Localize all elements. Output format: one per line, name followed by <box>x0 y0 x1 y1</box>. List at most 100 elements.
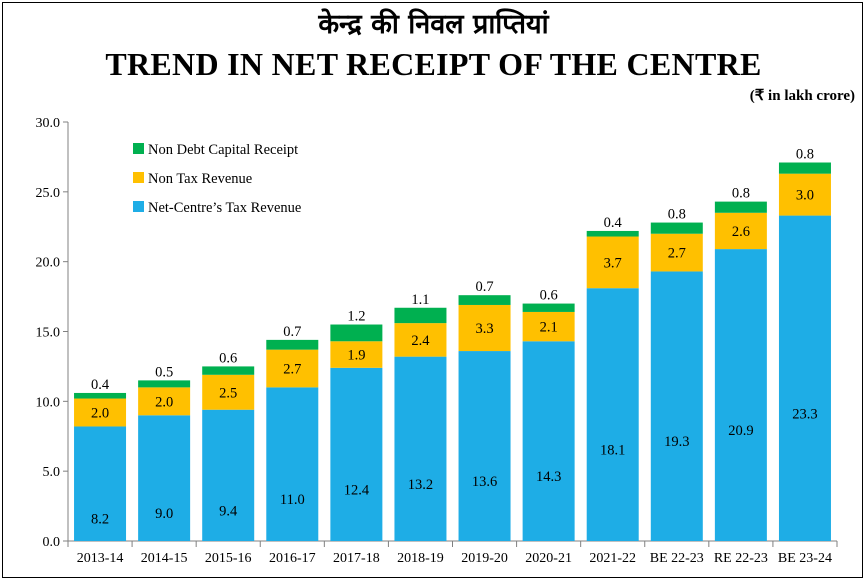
legend: Non Debt Capital Receipt Non Tax Revenue N… <box>133 142 301 216</box>
x-tick-label: BE 23-24 <box>778 551 832 566</box>
x-tick-label: 2020-21 <box>525 551 572 566</box>
bar-segment <box>458 295 511 305</box>
legend-swatch <box>133 143 144 154</box>
data-label: 0.4 <box>604 215 623 231</box>
bar-segment <box>266 339 319 350</box>
data-label: 8.2 <box>91 512 109 528</box>
axes: 0.0 5.0 10.0 15.0 20.0 25.0 30.0 2013-14 2014-15… <box>36 116 838 566</box>
bar-segment <box>458 304 511 352</box>
data-label: 0.8 <box>668 207 686 223</box>
hindi-title: केन्द्र की निवल प्राप्तियां <box>318 9 549 40</box>
bar-segment <box>330 367 383 541</box>
bar-segment <box>778 162 831 174</box>
x-tick-label: 2017-18 <box>333 551 380 566</box>
bar-segment <box>266 387 319 541</box>
bar-segment <box>74 392 127 399</box>
bar-segment <box>138 387 191 416</box>
x-tick-label: 2016-17 <box>269 551 316 566</box>
bar-segment <box>714 249 767 541</box>
bar-segment <box>394 323 447 357</box>
data-label: 0.6 <box>219 350 237 366</box>
x-tick-label: 2015-16 <box>205 551 252 566</box>
y-tick-label: 15.0 <box>36 326 61 341</box>
x-tick-label: 2013-14 <box>77 551 124 566</box>
data-label: 2.4 <box>411 333 430 349</box>
data-label: 0.5 <box>155 364 173 380</box>
data-label: 2.6 <box>732 224 750 240</box>
data-label: 0.7 <box>283 324 301 340</box>
bar-segment <box>714 201 767 213</box>
data-label: 0.8 <box>732 186 750 202</box>
data-label: 3.0 <box>796 188 814 204</box>
bar-segment <box>650 233 703 272</box>
legend-label: Non Debt Capital Receipt <box>148 142 298 158</box>
data-label: 3.3 <box>475 321 493 337</box>
data-label: 13.6 <box>472 474 497 490</box>
segment-labels: 8.2 2.0 0.4 9.0 2.0 0.5 9.4 2.5 0.6 11.0 2.7 0.7 12.… <box>91 147 818 528</box>
x-tick-label: 2021-22 <box>589 551 636 566</box>
data-label: 2.7 <box>668 246 686 262</box>
data-label: 18.1 <box>600 443 625 459</box>
data-label: 20.9 <box>728 423 753 439</box>
bar-segment <box>202 374 255 410</box>
y-tick-label: 10.0 <box>36 395 61 410</box>
bar-segment <box>138 380 191 388</box>
data-label: 12.4 <box>344 482 370 498</box>
y-tick-label: 5.0 <box>43 465 61 480</box>
data-label: 1.1 <box>411 292 429 308</box>
data-label: 9.0 <box>155 506 173 522</box>
bar-segment <box>586 288 639 541</box>
data-label: 0.8 <box>796 147 814 163</box>
bar-segment <box>650 271 703 541</box>
units-label: (₹ in lakh crore) <box>749 88 855 104</box>
bar-segment <box>394 356 447 541</box>
bar-segment <box>522 311 575 342</box>
data-label: 2.0 <box>155 394 173 410</box>
data-label: 2.7 <box>283 362 301 378</box>
bar-segment <box>74 398 127 427</box>
bar-segment <box>202 366 255 375</box>
data-label: 2.1 <box>540 320 558 336</box>
y-tick-label: 30.0 <box>36 116 61 131</box>
legend-label: Non Tax Revenue <box>148 171 252 187</box>
bar-segment <box>650 222 703 234</box>
x-tick-label: 2019-20 <box>461 551 508 566</box>
data-label: 19.3 <box>664 434 689 450</box>
data-label: 9.4 <box>219 503 238 519</box>
bar-segment <box>778 215 831 541</box>
x-tick-label: 2018-19 <box>397 551 444 566</box>
data-label: 0.6 <box>540 288 558 304</box>
data-label: 11.0 <box>280 492 305 508</box>
data-label: 1.9 <box>347 348 365 364</box>
bar-segment <box>586 236 639 289</box>
data-label: 3.7 <box>604 255 622 271</box>
data-label: 2.5 <box>219 385 237 401</box>
bar-segment <box>522 303 575 312</box>
bar-segment <box>74 426 127 541</box>
chart-title: TREND IN NET RECEIPT OF THE CENTRE <box>105 46 762 82</box>
bar-segment <box>266 349 319 388</box>
bar-segment <box>330 324 383 342</box>
legend-label: Net-Centre’s Tax Revenue <box>148 200 301 216</box>
bar-segment <box>586 230 639 237</box>
data-label: 14.3 <box>536 469 561 485</box>
bars <box>74 162 831 541</box>
x-tick-label: 2014-15 <box>141 551 188 566</box>
data-label: 13.2 <box>408 477 433 493</box>
bar-segment <box>522 341 575 541</box>
bar-segment <box>458 351 511 541</box>
bar-segment <box>394 307 447 324</box>
bar-segment <box>202 409 255 541</box>
y-tick-label: 20.0 <box>36 256 61 271</box>
y-tick-label: 0.0 <box>43 535 61 550</box>
legend-swatch <box>133 201 144 212</box>
y-tick-label: 25.0 <box>36 186 61 201</box>
data-label: 1.2 <box>347 309 365 325</box>
bar-segment <box>778 173 831 216</box>
bar-segment <box>330 341 383 368</box>
data-label: 23.3 <box>792 406 817 422</box>
data-label: 2.0 <box>91 406 109 422</box>
bar-segment <box>714 212 767 250</box>
legend-swatch <box>133 172 144 183</box>
